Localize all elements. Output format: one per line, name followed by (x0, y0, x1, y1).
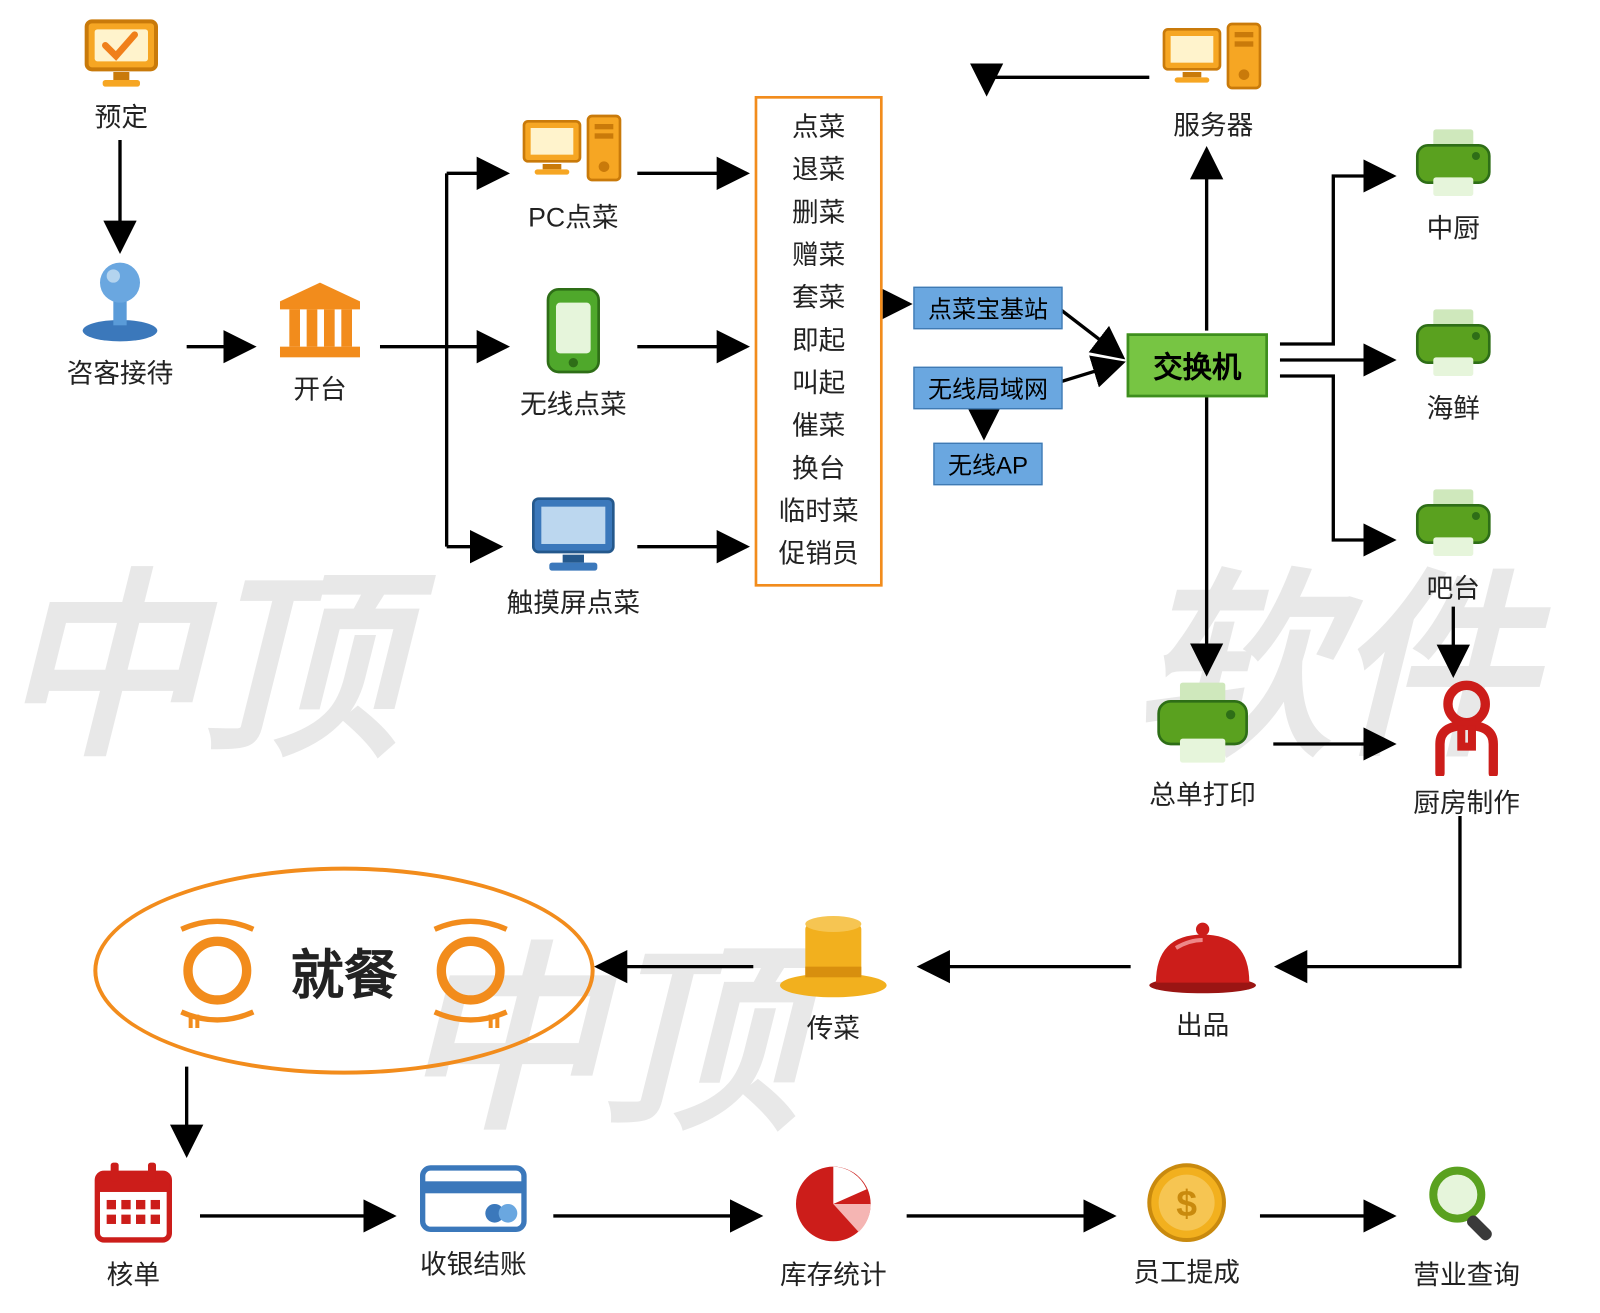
node-label: 服务器 (1153, 104, 1273, 143)
plate-icon (424, 911, 517, 1031)
action-item: 临时菜 (773, 491, 864, 534)
node-label: 海鲜 (1400, 387, 1507, 426)
actions-list-box: 点菜 退菜 删菜 赠菜 套菜 即起 叫起 催菜 换台 临时菜 促销员 (755, 96, 883, 587)
magnifier-icon (1400, 1160, 1533, 1248)
cloche-icon (1136, 913, 1269, 998)
node-label: 无线点菜 (513, 383, 633, 422)
node-label: 中厨 (1400, 207, 1507, 246)
node-query: 营业查询 (1400, 1160, 1533, 1292)
institution-icon (260, 280, 380, 363)
action-item: 套菜 (773, 277, 864, 320)
action-item: 换台 (773, 448, 864, 491)
action-item: 叫起 (773, 363, 864, 406)
node-printer-kitchen: 中厨 (1400, 127, 1507, 246)
joystick-icon (53, 253, 186, 346)
node-commission: $ 员工提成 (1120, 1160, 1253, 1289)
node-label: 厨房制作 (1400, 781, 1533, 820)
node-label: 总单打印 (1136, 773, 1269, 812)
diagram-stage: 中顶 软件 中顶 (0, 0, 1600, 1313)
node-reception: 咨客接待 (53, 253, 186, 390)
action-item: 退菜 (773, 149, 864, 192)
node-reserve: 预定 (73, 16, 169, 135)
node-dining: 就餐 (93, 867, 594, 1075)
node-check: 核单 (73, 1160, 193, 1292)
server-pc-icon (1153, 21, 1273, 98)
node-label: 触摸屏点菜 (504, 581, 643, 620)
dining-label: 就餐 (291, 932, 398, 1009)
node-label: 员工提成 (1120, 1251, 1253, 1290)
node-touch: 触摸屏点菜 (504, 493, 643, 620)
node-dishout: 出品 (1136, 913, 1269, 1042)
node-label: 传菜 (760, 1007, 907, 1046)
mobile-device-icon (513, 287, 633, 378)
coin-icon: $ (1120, 1160, 1253, 1245)
action-item: 删菜 (773, 192, 864, 235)
desktop-pc-icon (513, 113, 633, 190)
printer-icon (1400, 307, 1507, 382)
plate-icon (171, 911, 264, 1031)
net-ap: 无线AP (933, 443, 1042, 486)
node-switch: 交换机 (1127, 333, 1268, 397)
node-label: 预定 (73, 96, 169, 135)
printer-icon (1136, 680, 1269, 768)
node-label: 收银结账 (400, 1243, 547, 1282)
touch-monitor-icon (504, 493, 643, 576)
node-pcorder: PC点菜 (513, 113, 633, 234)
monitor-check-icon (73, 16, 169, 91)
node-label: 开台 (260, 368, 380, 407)
printer-icon (1400, 487, 1507, 562)
node-opentable: 开台 (260, 280, 380, 407)
node-deliver: 传菜 (760, 913, 907, 1045)
chef-icon (1400, 680, 1533, 776)
node-wireless: 无线点菜 (513, 287, 633, 422)
node-label: 出品 (1136, 1004, 1269, 1043)
node-server: 服务器 (1153, 21, 1273, 142)
node-totalprint: 总单打印 (1136, 680, 1269, 812)
action-item: 催菜 (773, 405, 864, 448)
node-label: 吧台 (1400, 567, 1507, 606)
node-label: PC点菜 (513, 196, 633, 235)
node-label: 营业查询 (1400, 1253, 1533, 1292)
net-wlan: 无线局域网 (913, 367, 1062, 410)
node-label: 咨客接待 (53, 352, 186, 391)
node-printer-seafood: 海鲜 (1400, 307, 1507, 426)
node-kitchen: 厨房制作 (1400, 680, 1533, 820)
pie-chart-icon (767, 1160, 900, 1248)
printer-icon (1400, 127, 1507, 202)
calendar-icon (73, 1160, 193, 1248)
svg-text:$: $ (1176, 1182, 1197, 1224)
action-item: 点菜 (773, 107, 864, 150)
credit-card-icon (400, 1160, 547, 1237)
node-label: 核单 (73, 1253, 193, 1292)
watermark-text: 中顶 (0, 507, 400, 796)
node-printer-bar: 吧台 (1400, 487, 1507, 606)
action-item: 促销员 (773, 533, 864, 576)
node-stock: 库存统计 (767, 1160, 900, 1292)
net-basestation: 点菜宝基站 (913, 287, 1062, 330)
action-item: 即起 (773, 320, 864, 363)
node-cashier: 收银结账 (400, 1160, 547, 1281)
top-hat-icon (760, 913, 907, 1001)
node-label: 库存统计 (767, 1253, 900, 1292)
action-item: 赠菜 (773, 235, 864, 278)
